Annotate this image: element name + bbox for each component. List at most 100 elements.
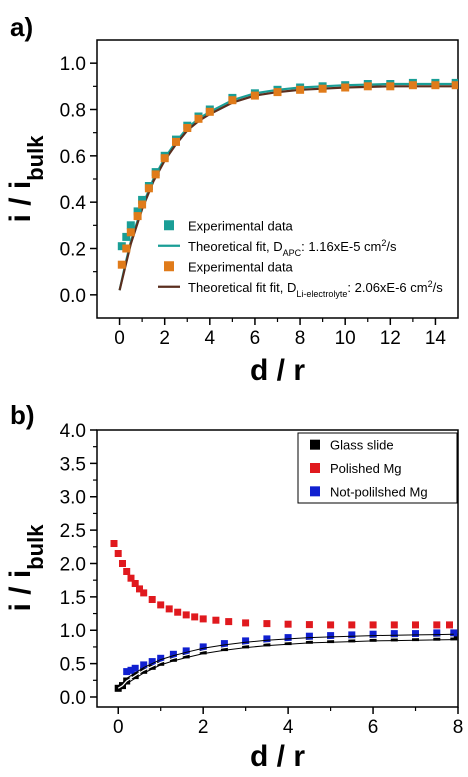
data-point-series-1	[131, 580, 139, 587]
legend-marker	[310, 463, 320, 473]
data-point-series-2	[412, 630, 419, 638]
data-point-series-1	[212, 616, 220, 624]
data-point-series-0	[133, 207, 142, 216]
data-point-series-2	[182, 647, 190, 655]
data-point-series-2	[369, 630, 377, 638]
data-point-series-2	[220, 640, 228, 648]
data-point-series-1	[174, 608, 182, 616]
legend-label: Glass slide	[330, 438, 394, 453]
data-point-series-1	[242, 619, 250, 627]
data-point-series-2	[284, 634, 292, 642]
x-tick-label: 10	[335, 328, 356, 349]
x-tick-label: 0	[113, 717, 124, 738]
data-marks-b	[110, 540, 458, 692]
y-tick-label: 3.0	[60, 488, 86, 509]
y-tick-label: 0.2	[60, 240, 86, 261]
x-tick-label: 8	[295, 328, 306, 349]
data-point-series-1	[284, 620, 292, 628]
data-point-series-1	[305, 621, 313, 629]
data-point-series-1	[138, 200, 147, 209]
panel-label-b: b)	[10, 400, 35, 430]
y-tick-label: 2.5	[60, 521, 86, 542]
data-point-series-1	[341, 83, 350, 92]
panel-label-a: a)	[10, 12, 33, 42]
data-point-series-2	[263, 635, 271, 643]
plot-frame-b	[96, 429, 459, 708]
data-point-series-1	[433, 621, 441, 629]
data-point-series-0	[138, 195, 147, 204]
data-point-series-0	[126, 221, 135, 230]
y-axis-title-a: i / ibulk	[4, 135, 48, 223]
data-point-series-1	[348, 621, 356, 629]
glass-slide-guide-line	[117, 633, 454, 687]
chart-panel-a: a) 0 2 4 6 8 10 12 14 0.0 0.2 0.4 0.6 0.8 1.0 d / r i…	[4, 12, 459, 387]
data-point-series-1	[119, 560, 126, 567]
data-point-series-1	[431, 81, 440, 90]
legend-label: Experimental data	[188, 259, 294, 274]
data-point-series-1	[157, 601, 165, 609]
y-tick-label: 0.0	[60, 688, 86, 709]
data-point-series-1	[369, 621, 377, 629]
y-tick-label: 4.0	[60, 421, 86, 442]
data-point-series-1	[408, 81, 417, 90]
x-tick-label: 0	[114, 328, 125, 349]
legend-label: Polished Mg	[330, 461, 402, 476]
glass-slide-guide-line	[117, 636, 454, 689]
data-point-series-2	[242, 637, 250, 645]
data-point-series-1	[363, 82, 372, 91]
legend-marker	[164, 220, 174, 231]
data-point-series-1	[182, 611, 190, 619]
data-point-series-1	[194, 114, 203, 123]
y-tick-label: 1.5	[60, 588, 86, 609]
data-point-series-1	[144, 184, 153, 193]
y-tick-label: 2.0	[60, 554, 86, 575]
data-point-series-1	[225, 618, 233, 626]
x-tick-label: 8	[453, 717, 464, 738]
data-point-series-1	[451, 81, 458, 90]
data-point-series-0	[117, 242, 126, 251]
data-point-series-2	[148, 658, 156, 666]
data-point-series-1	[133, 212, 142, 221]
data-point-series-2	[305, 632, 313, 640]
data-point-series-2	[450, 629, 458, 637]
tick-labels-a: 0 2 4 6 8 10 12 14 0.0 0.2 0.4 0.6 0.8 1.0	[60, 54, 447, 349]
x-axis-title-b: d / r	[250, 740, 305, 773]
data-point-series-1	[123, 568, 131, 575]
data-point-series-2	[131, 664, 139, 672]
chart-panel-b: b) 0 2 4 6 8 0.0 0.5 1.0 1.5 2.0 2.5 3.0 3.5 4.0 d / …	[4, 400, 463, 773]
y-tick-label: 0.8	[60, 101, 86, 122]
data-point-series-1	[327, 621, 335, 629]
data-point-series-1	[122, 244, 131, 253]
data-point-series-1	[160, 154, 169, 163]
data-point-series-1	[114, 550, 122, 557]
legend-marker	[164, 261, 174, 272]
y-tick-label: 0.4	[60, 193, 87, 214]
data-point-series-1	[191, 613, 199, 621]
y-tick-label: 0.0	[60, 286, 86, 307]
y-axis-title-main-b: i / i	[4, 570, 37, 612]
legend-label: Experimental data	[188, 218, 294, 233]
legend-box	[152, 215, 457, 297]
data-point-series-1	[110, 540, 118, 547]
data-point-series-1	[199, 615, 207, 623]
data-point-series-2	[157, 654, 165, 662]
data-point-series-2	[327, 632, 335, 640]
data-point-series-2	[169, 650, 177, 658]
x-tick-label: 2	[159, 328, 170, 349]
legend-label: Theoretical fit fit, DLi-electrolyte: 2.…	[188, 279, 443, 299]
y-tick-label: 3.5	[60, 454, 86, 475]
data-point-series-1	[390, 621, 398, 629]
data-point-series-1	[228, 96, 237, 105]
data-point-series-1	[263, 620, 271, 628]
data-point-series-1	[446, 621, 453, 629]
glass-slide-guide-line	[117, 639, 454, 692]
data-point-series-2	[199, 643, 207, 651]
data-point-series-1	[136, 585, 143, 593]
data-point-series-1	[117, 260, 126, 269]
data-point-series-2	[390, 630, 398, 638]
data-point-series-1	[386, 82, 395, 91]
x-tick-label: 4	[205, 328, 216, 349]
y-tick-label: 1.0	[60, 621, 86, 642]
data-point-series-1	[172, 137, 180, 146]
